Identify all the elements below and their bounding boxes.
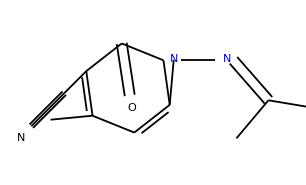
Text: N: N: [170, 54, 178, 64]
Text: N: N: [222, 54, 231, 64]
Text: O: O: [127, 103, 136, 113]
Text: N: N: [17, 133, 25, 143]
